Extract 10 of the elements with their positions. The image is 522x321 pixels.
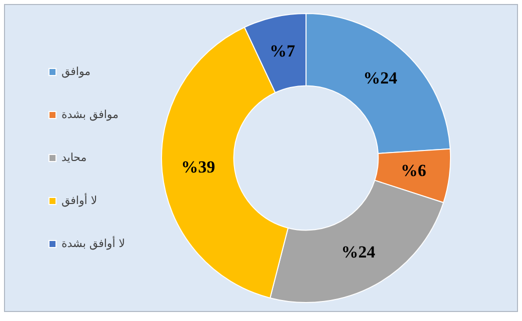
legend-label: موافق بشدة xyxy=(62,108,119,121)
data-label: %7 xyxy=(270,42,296,61)
legend-label: محايد xyxy=(62,150,87,164)
legend-label: لا أوافق بشدة xyxy=(62,236,126,250)
legend-label: موافق xyxy=(62,64,91,78)
data-label: %24 xyxy=(341,242,376,262)
data-label: %39 xyxy=(181,158,216,177)
data-label: %24 xyxy=(363,68,398,88)
legend-label: لا أوافق xyxy=(62,192,98,207)
data-label: %6 xyxy=(400,160,426,180)
